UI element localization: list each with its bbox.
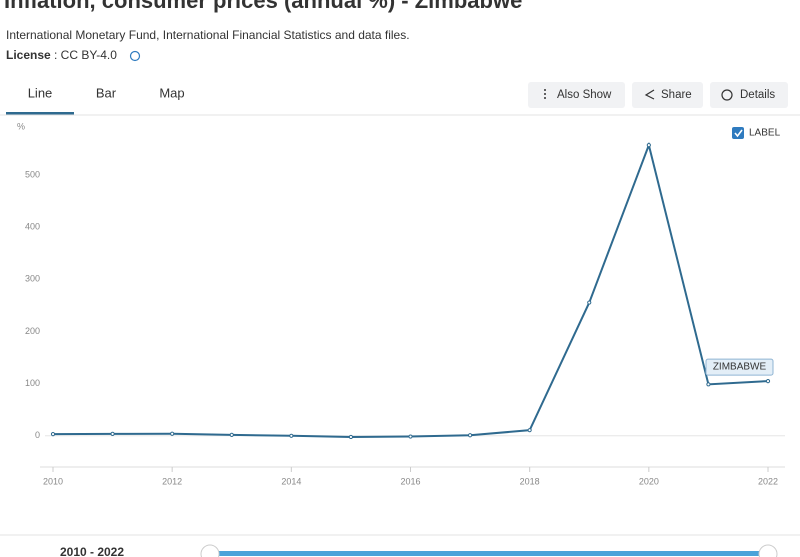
range-handle[interactable] bbox=[758, 544, 778, 557]
y-axis-label: % bbox=[17, 121, 25, 131]
x-tick-label: 2022 bbox=[758, 476, 778, 486]
point bbox=[646, 143, 651, 148]
tab[interactable]: Bar bbox=[96, 85, 117, 100]
point bbox=[765, 379, 771, 384]
point bbox=[170, 431, 175, 436]
license-value: : CC BY-4.0 bbox=[54, 48, 117, 62]
range-track bbox=[210, 551, 770, 556]
button-label: Also Show bbox=[557, 89, 612, 101]
source: International Monetary Fund, Internation… bbox=[6, 28, 410, 42]
range-handle[interactable] bbox=[200, 544, 220, 557]
x-tick-label: 2016 bbox=[400, 476, 420, 486]
y-tick-label: 200 bbox=[25, 326, 40, 336]
point bbox=[587, 300, 592, 305]
point bbox=[229, 432, 234, 437]
point bbox=[527, 428, 532, 433]
info-icon[interactable] bbox=[129, 50, 141, 62]
tab[interactable]: Map bbox=[159, 85, 184, 100]
y-tick-label: 500 bbox=[25, 169, 40, 179]
legend-toggle-label: LABEL bbox=[749, 128, 781, 139]
x-tick-label: 2012 bbox=[162, 476, 182, 486]
point bbox=[50, 432, 56, 437]
series-label: ZIMBABWE bbox=[713, 362, 767, 373]
y-tick-label: 100 bbox=[25, 378, 40, 388]
tab[interactable]: Line bbox=[28, 85, 53, 100]
page-title: Inflation, consumer prices (annual %) - … bbox=[4, 0, 522, 13]
button-label: Details bbox=[740, 89, 775, 101]
button-label: Share bbox=[661, 89, 692, 101]
point bbox=[348, 434, 354, 440]
series-line bbox=[52, 141, 769, 438]
point bbox=[467, 433, 473, 438]
y-tick-label: 400 bbox=[25, 221, 40, 231]
license-label: License bbox=[6, 48, 51, 62]
plot: 0 100 200 300 400 500 2010 2012 2014 2016 2018 2020… bbox=[25, 141, 785, 486]
point bbox=[408, 434, 413, 439]
x-tick-label: 2014 bbox=[281, 476, 301, 486]
button[interactable] bbox=[528, 82, 625, 108]
point bbox=[289, 433, 294, 438]
x-tick-label: 2010 bbox=[43, 476, 63, 486]
x-tick-label: 2018 bbox=[520, 476, 540, 486]
tab-underline bbox=[6, 112, 74, 115]
point bbox=[110, 431, 115, 436]
y-tick-label: 300 bbox=[25, 274, 40, 284]
button[interactable] bbox=[632, 82, 703, 108]
range-label: 2010 - 2022 bbox=[60, 545, 124, 557]
button[interactable] bbox=[710, 82, 788, 108]
point bbox=[706, 382, 711, 387]
checkbox[interactable] bbox=[732, 127, 744, 139]
series-label-box bbox=[705, 358, 774, 376]
x-tick-label: 2020 bbox=[639, 476, 659, 486]
y-tick-label: 0 bbox=[35, 430, 40, 440]
